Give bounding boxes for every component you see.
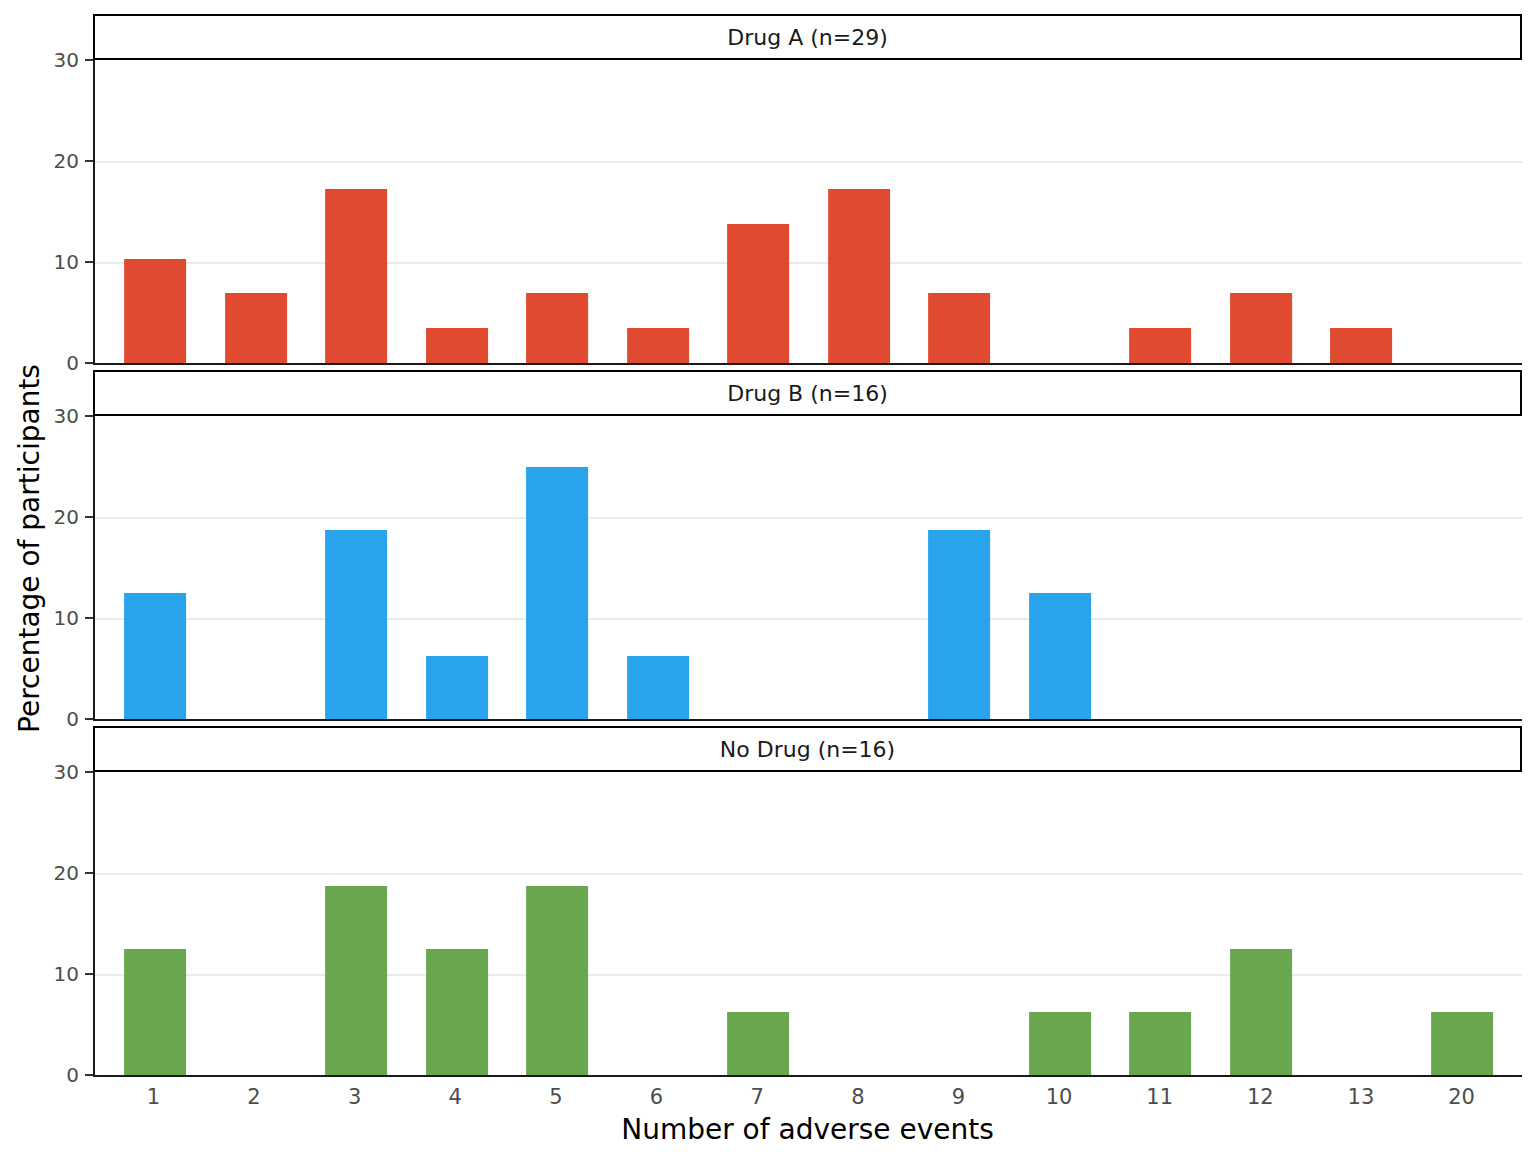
y-tick-label: 20 [54,505,79,529]
y-tick-label: 30 [54,760,79,784]
x-tick-label: 3 [348,1085,361,1109]
y-tick-label: 30 [54,48,79,72]
bar-x7 [727,1012,789,1075]
y-tick-mark [85,617,93,619]
x-tick-label: 8 [851,1085,864,1109]
bar-x5 [526,293,588,363]
y-tick-label: 10 [54,962,79,986]
gridline-y-20 [95,161,1522,163]
x-tick-label: 1 [147,1085,160,1109]
y-tick-label: 20 [54,149,79,173]
figure: Percentage of participants Drug A (n=29)… [0,0,1536,1152]
bar-x4 [426,328,488,363]
x-tick-label: 20 [1448,1085,1475,1109]
x-axis-title: Number of adverse events [93,1113,1522,1146]
bar-x1 [124,259,186,363]
x-tick-label: 2 [247,1085,260,1109]
bar-x1 [124,593,186,719]
x-tick-label: 11 [1146,1085,1173,1109]
bar-x9 [928,530,990,719]
x-tick-label: 5 [549,1085,562,1109]
y-tick-mark [85,261,93,263]
x-tick-label: 12 [1247,1085,1274,1109]
y-tick-mark [85,59,93,61]
y-tick-label: 20 [54,861,79,885]
facet-panel-no-drug: 0102030 [93,772,1522,1077]
y-tick-label: 10 [54,606,79,630]
y-axis-title: Percentage of participants [13,364,46,733]
facet-strip-no-drug: No Drug (n=16) [93,726,1522,772]
plot-region: Drug A (n=29) 0102030 Drug B (n=16) 0102… [93,14,1522,1146]
facet-strip-label: No Drug (n=16) [720,737,895,762]
bar-x6 [627,656,689,719]
bar-x5 [526,467,588,720]
bar-x1 [124,949,186,1075]
bar-x20 [1431,1012,1493,1075]
y-tick-mark [85,973,93,975]
y-tick-label: 0 [66,1063,79,1087]
facet-drug-a: Drug A (n=29) 0102030 [93,14,1522,365]
y-tick-mark [85,415,93,417]
facet-strip-drug-a: Drug A (n=29) [93,14,1522,60]
gridline-y-20 [95,517,1522,519]
facet-strip-label: Drug A (n=29) [727,25,887,50]
y-tick-mark [85,718,93,720]
x-tick-label: 6 [650,1085,663,1109]
bar-x13 [1330,328,1392,363]
bar-x12 [1230,949,1292,1075]
facet-strip-label: Drug B (n=16) [727,381,888,406]
gridline-y-10 [95,974,1522,976]
y-tick-mark [85,1074,93,1076]
gridline-y-10 [95,618,1522,620]
bar-x7 [727,224,789,363]
bar-x11 [1129,1012,1191,1075]
bar-x4 [426,656,488,719]
bar-x2 [225,293,287,363]
y-tick-mark [85,516,93,518]
x-tick-label: 9 [952,1085,965,1109]
bar-x10 [1029,593,1091,719]
x-tick-label: 7 [750,1085,763,1109]
x-axis: 1234567891011121320 [93,1077,1522,1109]
bar-x8 [828,189,890,363]
y-tick-label: 0 [66,707,79,731]
bar-x10 [1029,1012,1091,1075]
bar-x3 [325,530,387,719]
y-tick-label: 0 [66,351,79,375]
y-axis-title-box: Percentage of participants [0,14,58,1082]
y-tick-mark [85,160,93,162]
bar-x12 [1230,293,1292,363]
facet-panel-drug-b: 0102030 [93,416,1522,721]
bar-x9 [928,293,990,363]
facet-no-drug: No Drug (n=16) 0102030 [93,726,1522,1077]
y-tick-mark [85,872,93,874]
x-tick-label: 4 [449,1085,462,1109]
bar-x6 [627,328,689,363]
x-tick-label: 10 [1046,1085,1073,1109]
gridline-y-10 [95,262,1522,264]
bar-x3 [325,189,387,363]
facet-drug-b: Drug B (n=16) 0102030 [93,370,1522,721]
bar-x4 [426,949,488,1075]
y-tick-label: 30 [54,404,79,428]
gridline-y-20 [95,873,1522,875]
y-tick-mark [85,362,93,364]
y-tick-label: 10 [54,250,79,274]
facet-panel-drug-a: 0102030 [93,60,1522,365]
bar-x3 [325,886,387,1075]
bar-x5 [526,886,588,1075]
bar-x11 [1129,328,1191,363]
facet-strip-drug-b: Drug B (n=16) [93,370,1522,416]
x-tick-label: 13 [1348,1085,1375,1109]
y-tick-mark [85,771,93,773]
